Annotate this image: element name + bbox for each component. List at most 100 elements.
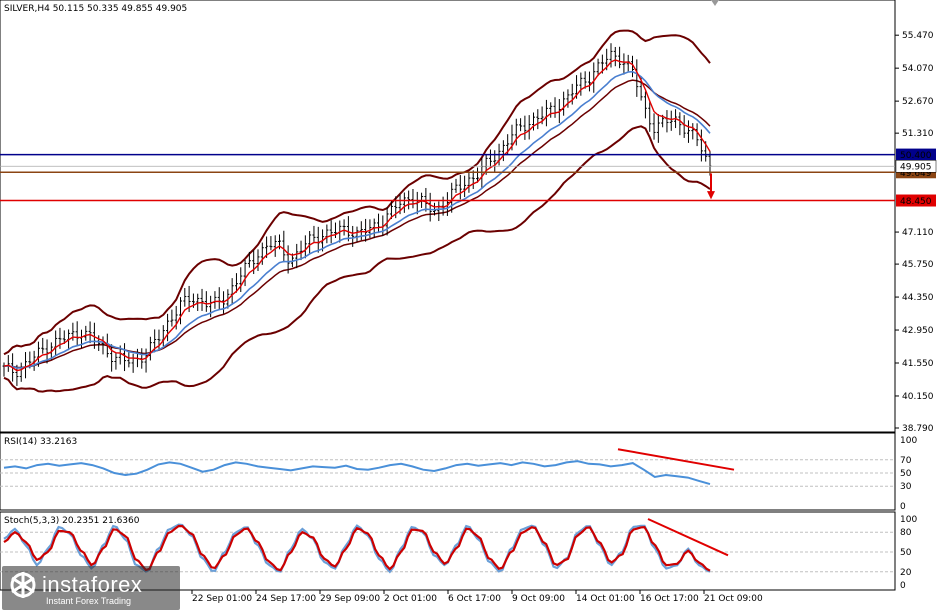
price-bar: [656, 114, 660, 143]
price-bar: [62, 330, 66, 345]
price-bar: [346, 216, 350, 242]
price-bar: [312, 225, 316, 242]
price-bar: [458, 174, 462, 200]
price-bar: [467, 173, 471, 193]
price-bar: [333, 222, 337, 239]
price-bar: [260, 242, 264, 265]
price-bar: [643, 91, 647, 119]
price-bar: [127, 352, 131, 368]
price-bar: [699, 129, 703, 162]
current-price-label: 49.905: [900, 163, 932, 173]
x-tick-label: 21 Oct 09:00: [704, 594, 763, 604]
price-bar: [536, 109, 540, 130]
price-bar: [686, 120, 690, 143]
price-bar: [359, 221, 363, 241]
price-bar: [110, 344, 114, 372]
rsi-tick-label: 100: [900, 436, 917, 446]
price-bar: [247, 251, 251, 268]
y-tick-label: 54.070: [902, 64, 934, 74]
x-tick-label: 29 Sep 09:00: [320, 594, 380, 604]
current-price-badge: [895, 159, 937, 173]
lower-band-line: [3, 125, 711, 393]
price-bar: [549, 102, 553, 118]
x-tick-label: 22 Sep 01:00: [192, 594, 252, 604]
price-bar: [678, 112, 682, 136]
price-bar: [84, 325, 88, 341]
price-panel-title: SILVER,H4 50.115 50.335 49.855 49.905: [4, 4, 187, 14]
price-bar: [329, 220, 333, 244]
price-bar: [308, 231, 312, 255]
stoch-tick-label: 100: [900, 515, 917, 525]
stoch-tick-label: 50: [900, 548, 912, 558]
price-bar: [269, 236, 273, 251]
price-bar: [389, 200, 393, 220]
x-tick-label: 14 Oct 01:00: [576, 594, 635, 604]
price-bar: [256, 249, 260, 272]
price-bar: [204, 291, 208, 312]
x-tick-label: 16 Oct 17:00: [640, 594, 699, 604]
down-arrow-icon: [707, 191, 715, 200]
price-bar: [476, 167, 480, 183]
logo-text: instaforex: [42, 572, 143, 597]
price-bar: [501, 140, 505, 162]
chevron-down-icon[interactable]: [711, 0, 719, 6]
price-bar: [579, 72, 583, 96]
price-bar: [295, 243, 299, 269]
y-tick-label: 40.150: [902, 392, 934, 402]
level-label: 48.450: [900, 197, 932, 207]
x-tick-label: 6 Oct 17:00: [448, 594, 501, 604]
rsi-divergence-line: [617, 448, 735, 471]
stoch-signal-line: [3, 524, 711, 572]
price-bar: [342, 219, 346, 236]
price-bar: [596, 58, 600, 77]
price-bar: [609, 43, 613, 68]
price-bar: [234, 273, 238, 293]
price-bar: [669, 110, 673, 131]
price-bar: [123, 343, 127, 372]
price-bar: [583, 71, 587, 89]
price-bar: [618, 46, 622, 69]
price-bar: [144, 348, 148, 373]
price-bar: [652, 113, 656, 140]
price-bar: [587, 71, 591, 92]
y-tick-label: 42.950: [902, 326, 934, 336]
price-bar: [200, 288, 204, 311]
price-bar: [239, 267, 243, 293]
stoch-tick-label: 20: [900, 568, 912, 578]
price-bar: [402, 192, 406, 213]
rsi-tick-label: 70: [900, 456, 912, 466]
stoch-tick-label: 80: [900, 528, 912, 538]
level-badge: [896, 148, 936, 161]
logo-subtitle: Instant Forex Trading: [46, 596, 132, 606]
price-bar: [282, 230, 286, 263]
y-tick-label: 45.750: [902, 260, 934, 270]
rsi-tick-label: 0: [900, 502, 906, 512]
x-tick-label: 9 Oct 09:00: [512, 594, 565, 604]
price-bar: [519, 118, 523, 132]
price-bar: [631, 55, 635, 78]
price-bar: [523, 115, 527, 140]
price-bar: [488, 149, 492, 169]
price-bar: [463, 175, 467, 198]
price-bar: [355, 226, 359, 242]
price-bar: [114, 353, 118, 370]
rsi-tick-label: 50: [900, 469, 912, 479]
price-bar: [622, 53, 626, 75]
price-bar: [243, 259, 247, 287]
y-tick-label: 41.550: [902, 359, 934, 369]
level-badge: [896, 194, 936, 207]
price-bar: [454, 178, 458, 193]
y-tick-label: 44.350: [902, 293, 934, 303]
rsi-line: [3, 460, 711, 486]
y-tick-label: 51.310: [902, 129, 934, 139]
x-tick-label: 24 Sep 17:00: [256, 594, 316, 604]
price-panel: [0, 0, 896, 433]
stoch-divergence-line: [647, 518, 729, 557]
price-bar: [613, 46, 617, 67]
logo-icon: [10, 572, 36, 598]
level-label: 50.400: [900, 151, 932, 161]
price-bar: [41, 337, 45, 354]
price-bar: [471, 170, 475, 190]
price-bar: [101, 336, 105, 355]
instaforex-logo: instaforex Instant Forex Trading: [2, 566, 180, 610]
